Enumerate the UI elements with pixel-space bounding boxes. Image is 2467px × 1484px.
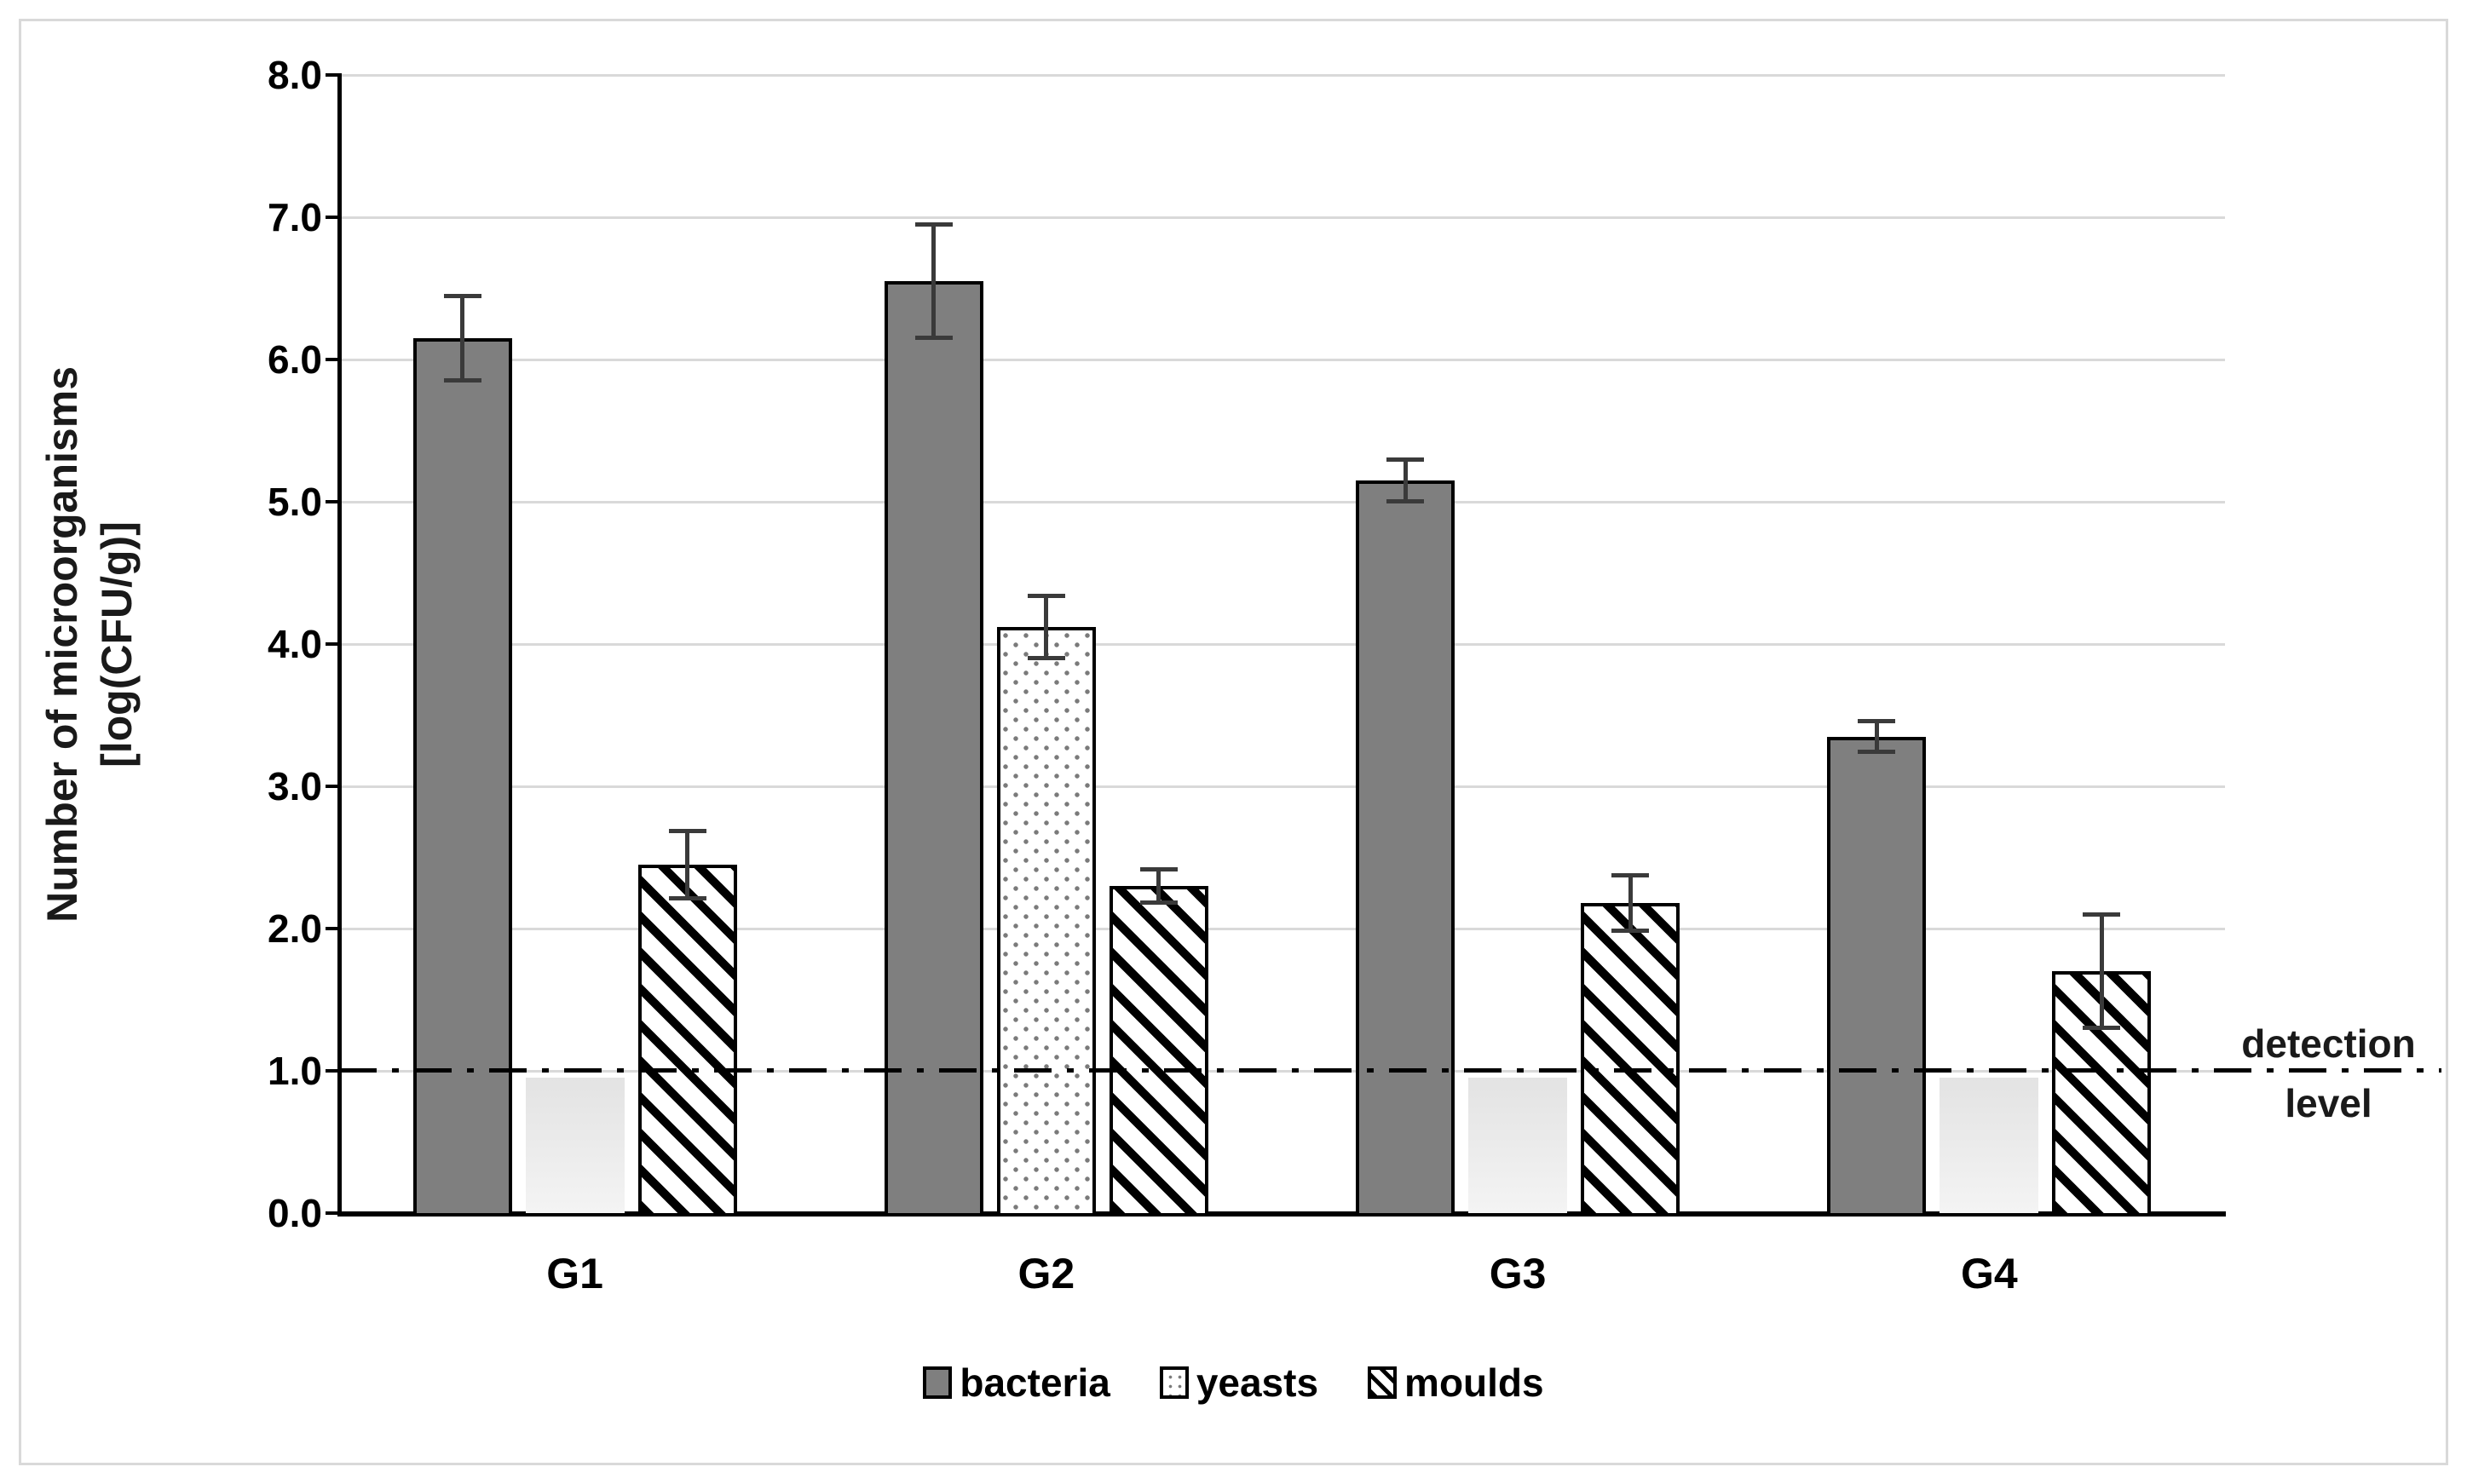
legend: bacteria yeasts moulds [0,1360,2467,1406]
bar-yeasts-G2 [996,626,1096,1213]
error-bar-moulds-G1 [685,830,690,899]
detection-level-line [339,1068,2441,1073]
bar-yeasts-G4 [1940,1078,2039,1213]
y-tick-label: 7.0 [268,195,322,239]
gridline [342,359,2225,361]
y-tick-mark [326,927,337,930]
error-bar-bacteria-G1 [460,295,465,382]
y-axis-title-line2: [log(CFU/g)] [93,521,141,768]
y-tick-mark [326,785,337,788]
detection-annotation-line2: level [2285,1081,2372,1125]
y-tick-label: 4.0 [268,622,322,666]
error-bar-cap-top [2083,912,2121,917]
bar-yeasts-G3 [1468,1078,1568,1213]
y-tick-mark [326,500,337,503]
y-axis-title-line1: Number of microorganisms [38,365,86,923]
legend-swatch-bacteria [923,1366,953,1399]
legend-label-yeasts: yeasts [1196,1360,1319,1405]
bar-bacteria-G1 [412,337,512,1213]
y-tick-mark [326,1211,337,1215]
error-bar-yeasts-G2 [1044,595,1049,659]
error-bar-cap-bottom [914,335,953,340]
error-bar-cap-top [1386,457,1425,462]
y-tick-label: 0.0 [268,1191,322,1235]
x-axis-label-G1: G1 [546,1250,603,1297]
y-tick-mark [326,358,337,361]
bar-bacteria-G3 [1356,480,1455,1213]
error-bar-cap-bottom [1386,499,1425,503]
error-bar-moulds-G2 [1156,868,1161,903]
error-bar-cap-top [1139,866,1178,871]
gridline [342,501,2225,503]
x-axis-label-G3: G3 [1489,1250,1547,1297]
legend-label-bacteria: bacteria [960,1360,1110,1405]
gridline [342,643,2225,646]
y-tick-label: 1.0 [268,1049,322,1093]
legend-swatch-yeasts [1159,1366,1189,1399]
y-tick-label: 2.0 [268,906,322,951]
gridline [342,785,2225,788]
x-axis-label-G2: G2 [1017,1250,1075,1297]
error-bar-cap-top [1858,719,1896,724]
legend-swatch-moulds [1368,1366,1398,1399]
error-bar-cap-top [1027,594,1065,599]
y-tick-label: 8.0 [268,53,322,97]
legend-item-yeasts: yeasts [1159,1360,1319,1406]
gridline [342,74,2225,77]
error-bar-cap-bottom [1858,749,1896,754]
error-bar-bacteria-G3 [1403,458,1408,502]
gridline [342,216,2225,219]
error-bar-cap-top [1611,872,1650,877]
y-tick-label: 6.0 [268,337,322,382]
legend-item-bacteria: bacteria [923,1360,1110,1406]
error-bar-cap-bottom [1027,655,1065,660]
y-tick-mark [326,73,337,77]
error-bar-cap-top [668,828,706,833]
error-bar-moulds-G3 [1628,874,1633,932]
bar-moulds-G3 [1581,902,1680,1213]
error-bar-cap-bottom [2083,1025,2121,1030]
error-bar-cap-top [443,293,481,298]
error-bar-cap-bottom [1139,900,1178,905]
y-tick-mark [326,216,337,219]
bar-bacteria-G4 [1827,736,1927,1213]
x-axis-line [337,1211,2226,1217]
bar-yeasts-G1 [525,1078,625,1213]
y-tick-mark [326,1069,337,1073]
error-bar-bacteria-G2 [931,224,937,338]
legend-item-moulds: moulds [1368,1360,1544,1406]
y-tick-label: 3.0 [268,764,322,808]
error-bar-moulds-G4 [2099,914,2104,1028]
error-bar-cap-bottom [443,378,481,383]
gridline [342,928,2225,930]
error-bar-bacteria-G4 [1874,721,1879,752]
error-bar-cap-bottom [1611,929,1650,934]
detection-annotation-line1: detection [2241,1021,2416,1066]
y-axis-title: Number of microorganisms [log(CFU/g)] [26,75,153,1213]
bar-moulds-G1 [637,864,737,1213]
error-bar-cap-bottom [668,895,706,900]
x-axis-label-G4: G4 [1961,1250,2018,1297]
y-axis-line [337,73,342,1216]
error-bar-cap-top [914,222,953,227]
y-tick-label: 5.0 [268,480,322,524]
bar-bacteria-G2 [884,281,983,1213]
legend-label-moulds: moulds [1404,1360,1544,1405]
y-tick-mark [326,642,337,646]
bar-moulds-G2 [1109,885,1208,1213]
